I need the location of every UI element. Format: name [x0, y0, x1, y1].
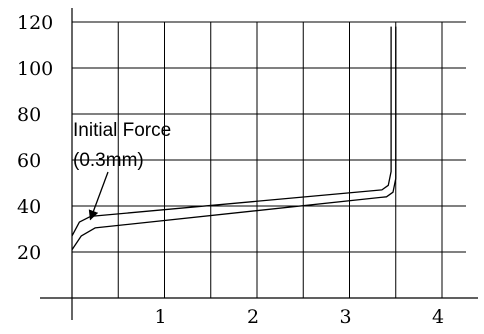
- x-tick-label: 3: [339, 306, 351, 328]
- x-tick-label: 2: [247, 306, 259, 328]
- grid: [72, 21, 466, 298]
- series-curves: [71, 26, 397, 251]
- x-tick-label: 1: [154, 306, 166, 328]
- y-tick-label: 80: [17, 104, 41, 126]
- annotation-label-line1: Initial Force: [73, 120, 171, 141]
- y-tick-label: 120: [17, 12, 53, 34]
- series-line-1: [71, 26, 392, 237]
- annotation-arrow: [88, 171, 109, 221]
- y-tick-label: 40: [17, 196, 41, 218]
- x-tick-label: 4: [432, 306, 444, 328]
- tick-labels: 1 2 3 4 20 40 60 80 100 120: [17, 12, 444, 328]
- y-tick-label: 100: [17, 58, 53, 80]
- y-tick-label: 20: [17, 242, 41, 264]
- axes: [40, 8, 478, 320]
- y-tick-label: 60: [17, 150, 41, 172]
- annotations: Initial Force (0.3mm): [73, 120, 171, 221]
- annotation-label-line2: (0.3mm): [73, 150, 144, 171]
- series-line-2: [71, 26, 397, 251]
